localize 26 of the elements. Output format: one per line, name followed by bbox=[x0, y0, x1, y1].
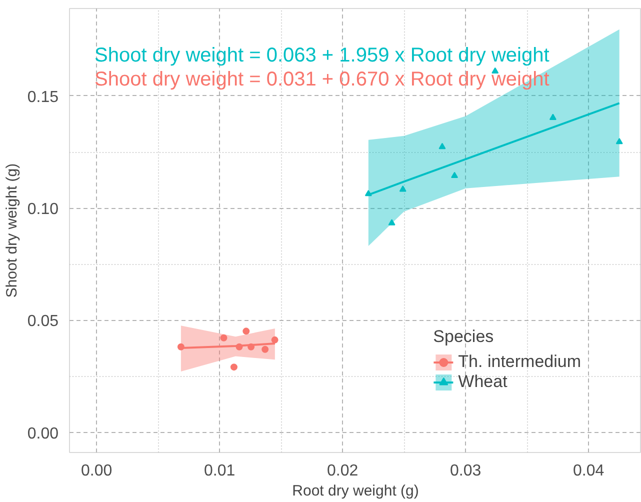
point bbox=[271, 336, 278, 344]
y-tick-label: 0.05 bbox=[27, 313, 59, 330]
legend-label: Wheat bbox=[458, 372, 508, 392]
y-tick-label: 0.00 bbox=[27, 425, 59, 442]
point bbox=[220, 334, 228, 342]
legend-label: Th. intermedium bbox=[458, 352, 581, 372]
y-tick-label: 0.15 bbox=[27, 88, 59, 106]
x-tick-label: 0.04 bbox=[573, 462, 604, 480]
y-tick-label: 0.10 bbox=[27, 201, 59, 218]
y-axis-title: Shoot dry weight (g) bbox=[3, 163, 20, 298]
x-tick-label: 0.01 bbox=[204, 462, 236, 480]
x-tick-label: 0.02 bbox=[327, 462, 358, 480]
point bbox=[438, 142, 446, 150]
point bbox=[230, 364, 238, 371]
legend-title: Species bbox=[433, 327, 495, 347]
point bbox=[262, 346, 269, 353]
x-axis-title: Root dry weight (g) bbox=[292, 482, 419, 500]
annotation: Shoot dry weight = 0.063 + 1.959 x Root dry weight bbox=[94, 44, 550, 66]
x-tick-label: 0.00 bbox=[80, 462, 112, 480]
point bbox=[616, 138, 623, 144]
point bbox=[399, 186, 406, 192]
point bbox=[451, 172, 458, 178]
point bbox=[242, 328, 250, 335]
x-tick-label: 0.03 bbox=[450, 462, 482, 480]
point bbox=[549, 114, 556, 120]
point bbox=[388, 219, 396, 226]
